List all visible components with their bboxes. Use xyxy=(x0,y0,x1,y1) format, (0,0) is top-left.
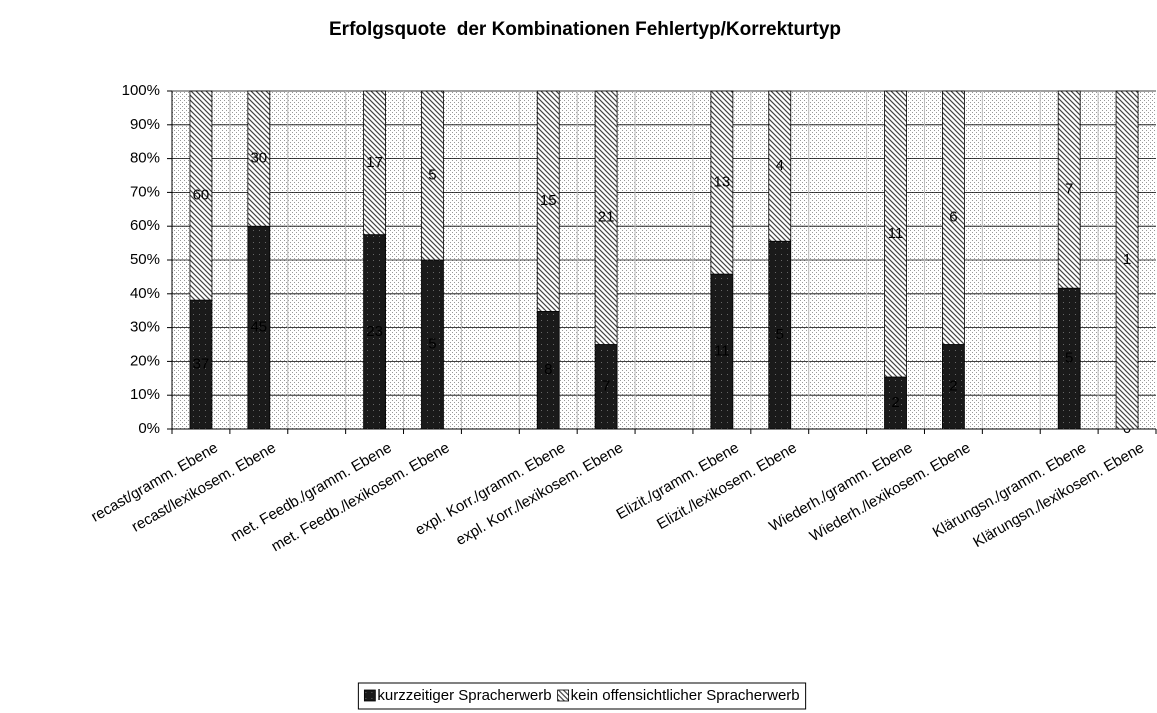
data-label: 30 xyxy=(250,150,267,167)
data-label: 45 xyxy=(250,319,267,336)
bar-segment xyxy=(768,90,792,242)
data-label: 11 xyxy=(714,343,730,360)
data-label: 11 xyxy=(888,225,904,242)
legend-label: kein offensichtlicher Spracherwerb xyxy=(571,687,800,704)
data-label: 17 xyxy=(366,154,383,171)
y-tick-label: 30% xyxy=(130,319,160,336)
y-tick-label: 40% xyxy=(130,285,160,302)
bar-segment xyxy=(1057,90,1081,289)
data-label: 2 xyxy=(891,394,899,411)
data-label: 21 xyxy=(598,209,615,226)
bar-segment xyxy=(247,90,271,227)
data-label: 37 xyxy=(193,356,210,373)
legend-label: kurzzeitiger Spracherwerb xyxy=(377,687,551,704)
data-label: 8 xyxy=(544,361,552,378)
legend-swatch xyxy=(557,689,570,702)
bar-segment xyxy=(942,90,965,345)
data-label: 13 xyxy=(714,174,731,191)
bar-segment xyxy=(189,90,213,301)
y-tick-label: 20% xyxy=(130,352,160,369)
y-tick-label: 80% xyxy=(130,150,160,167)
data-label: 5 xyxy=(1065,350,1073,367)
data-label: 15 xyxy=(540,192,557,209)
y-tick-label: 0% xyxy=(138,420,160,437)
data-label: 23 xyxy=(366,323,383,340)
data-label: 5 xyxy=(428,335,436,352)
bar-segment xyxy=(536,90,560,312)
bar-segment xyxy=(363,90,386,236)
bar-segment xyxy=(594,90,618,345)
bar-segment xyxy=(1115,90,1139,430)
legend-swatch xyxy=(363,689,376,702)
y-tick-label: 70% xyxy=(130,183,160,200)
data-label: 60 xyxy=(193,187,210,204)
data-label: 4 xyxy=(776,157,784,174)
data-label: 5 xyxy=(776,326,784,343)
bar-segment xyxy=(421,90,444,261)
data-label: 6 xyxy=(949,209,957,226)
legend: kurzzeitiger Spracherwerb kein offensicht… xyxy=(357,682,807,710)
bar-segment xyxy=(884,90,907,378)
y-tick-label: 60% xyxy=(130,217,160,234)
data-label: 1 xyxy=(1123,251,1131,268)
bar-segment xyxy=(710,90,734,275)
chart-title: Erfolgsquote der Kombinationen Fehlertyp… xyxy=(329,19,841,40)
y-tick-label: 10% xyxy=(130,386,160,403)
data-label: 5 xyxy=(428,166,436,183)
legend-box xyxy=(357,682,807,710)
y-tick-label: 50% xyxy=(130,251,160,268)
data-label: 2 xyxy=(949,378,957,395)
data-label: 7 xyxy=(602,378,610,395)
y-tick-label: 90% xyxy=(130,116,160,133)
data-label: 7 xyxy=(1065,181,1073,198)
y-tick-label: 100% xyxy=(122,82,160,99)
